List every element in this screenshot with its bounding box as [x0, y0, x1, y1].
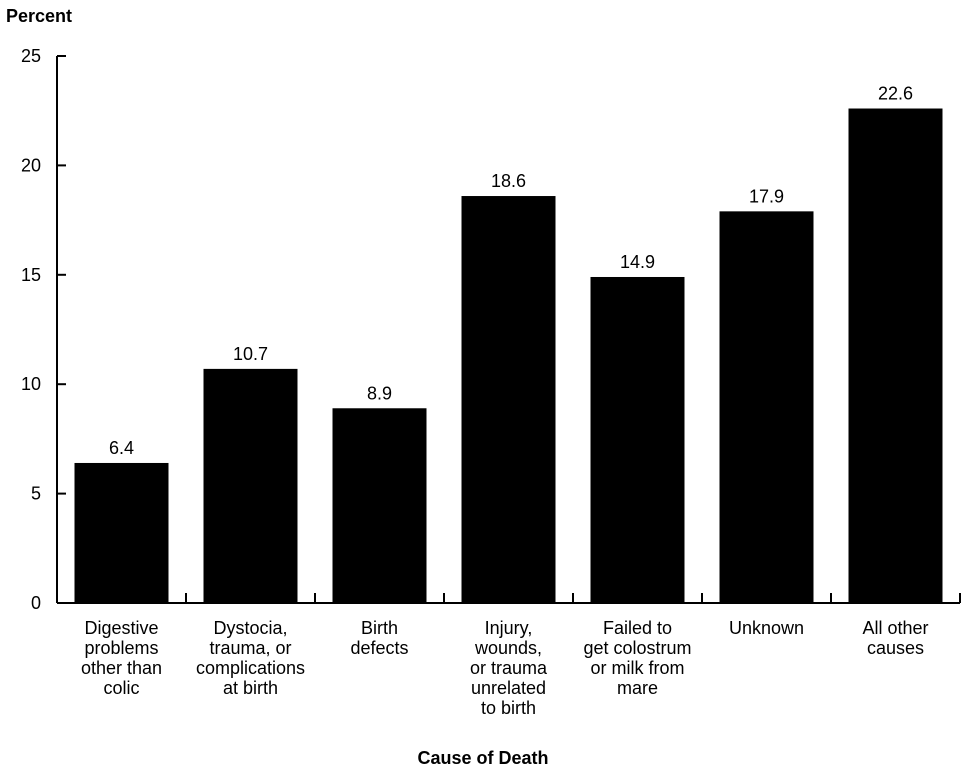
category-label: Digestive problems other than colic: [81, 618, 162, 698]
category-label: Birth defects: [350, 618, 408, 658]
y-tick-label: 5: [31, 484, 41, 504]
y-tick-label: 20: [21, 155, 41, 175]
category-label: Unknown: [729, 618, 804, 638]
bar-value-label: 8.9: [367, 383, 392, 403]
bar-value-label: 14.9: [620, 252, 655, 272]
bar-value-label: 10.7: [233, 344, 268, 364]
y-tick-label: 0: [31, 593, 41, 613]
x-axis-title: Cause of Death: [417, 748, 549, 768]
bar-value-label: 22.6: [878, 84, 913, 104]
bar: [719, 211, 814, 603]
y-tick-label: 15: [21, 265, 41, 285]
bar: [74, 462, 169, 603]
bar: [590, 276, 685, 603]
bar: [203, 368, 298, 603]
bar-value-label: 18.6: [491, 171, 526, 191]
labels: 6.4 Digestive problems other than colic 10.7 D…: [81, 84, 929, 718]
y-tick-label: 25: [21, 46, 41, 66]
y-tick-label: 10: [21, 374, 41, 394]
y-axis-title: Percent: [6, 6, 73, 26]
bars: [74, 108, 943, 604]
category-label: Failed to get colostrum or milk from mare: [583, 618, 691, 698]
category-label: Injury, wounds, or trauma unrelated to birth: [470, 618, 548, 718]
bar: [332, 408, 427, 603]
category-label: All other causes: [862, 618, 928, 658]
bar-value-label: 6.4: [109, 438, 134, 458]
bar-value-label: 17.9: [749, 186, 784, 206]
bar: [848, 108, 943, 604]
bar: [461, 196, 556, 604]
category-label: Dystocia, trauma, or complications at birth: [196, 618, 305, 698]
